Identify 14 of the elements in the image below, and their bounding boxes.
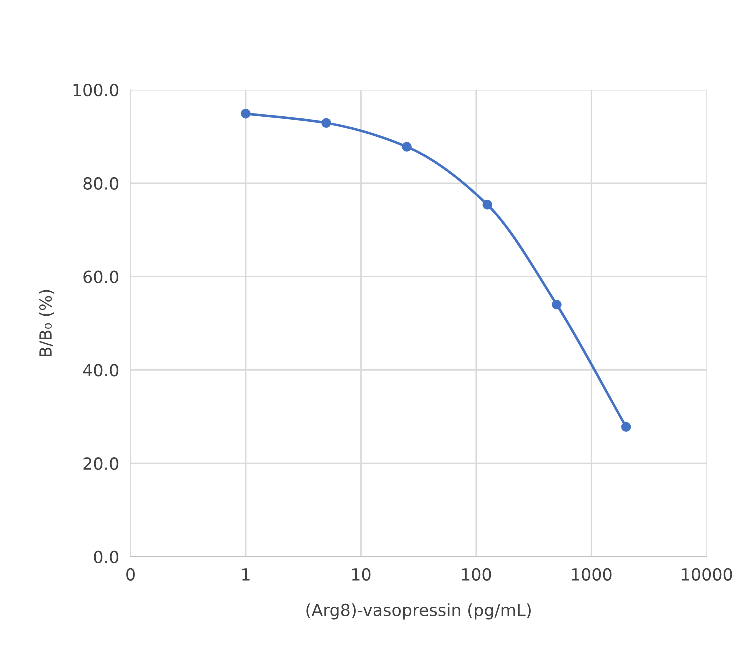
x-tick-label: 1 <box>242 568 250 581</box>
x-tick-label: 1000 <box>572 568 612 581</box>
x-tick-label: 10 <box>352 568 371 581</box>
y-tick-label: 20.0 <box>84 458 119 470</box>
y-tick-label: 60.0 <box>84 270 119 284</box>
x-tick-label: 0 <box>126 568 135 581</box>
y-tick-label: 0.0 <box>94 550 119 564</box>
x-axis-title: (Arg8)-vasopressin (pg/mL) <box>306 604 531 620</box>
x-tick-label: 10000 <box>682 568 732 581</box>
y-tick-label: 100.0 <box>74 84 119 97</box>
x-tick-label: 100 <box>462 568 492 581</box>
y-axis-title: B/B₀ (%) <box>39 290 54 357</box>
y-tick-label: 40.0 <box>83 364 119 377</box>
y-tick-label: 80.0 <box>84 177 119 190</box>
